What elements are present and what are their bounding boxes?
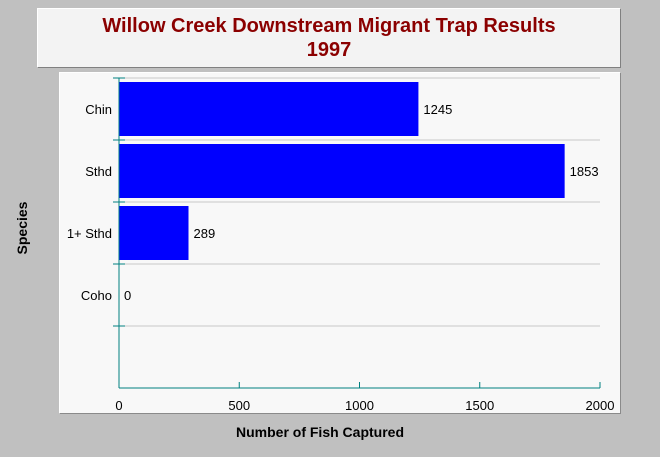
x-axis-label: Number of Fish Captured <box>235 424 405 440</box>
bar-1-sthd <box>119 206 189 260</box>
data-label: 289 <box>194 226 216 241</box>
x-tick-label: 1000 <box>345 398 374 413</box>
chart-subtitle: 1997 <box>306 39 352 61</box>
bar-chin <box>119 82 419 136</box>
chart-title-box: Willow Creek Downstream Migrant Trap Res… <box>37 8 621 68</box>
data-label: 1245 <box>423 102 452 117</box>
data-label: 1853 <box>570 164 599 179</box>
x-tick-label: 1500 <box>465 398 494 413</box>
x-tick-label: 500 <box>228 398 250 413</box>
x-tick-label: 2000 <box>586 398 615 413</box>
category-label: Sthd <box>85 164 112 179</box>
data-label: 0 <box>124 288 131 303</box>
category-label: Chin <box>85 102 112 117</box>
bar-sthd <box>119 144 565 198</box>
y-axis-label: Species <box>14 201 30 255</box>
x-tick-label: 0 <box>115 398 122 413</box>
category-label: Coho <box>81 288 112 303</box>
chart-title: Willow Creek Downstream Migrant Trap Res… <box>102 15 556 37</box>
category-label: 1+ Sthd <box>67 226 112 241</box>
